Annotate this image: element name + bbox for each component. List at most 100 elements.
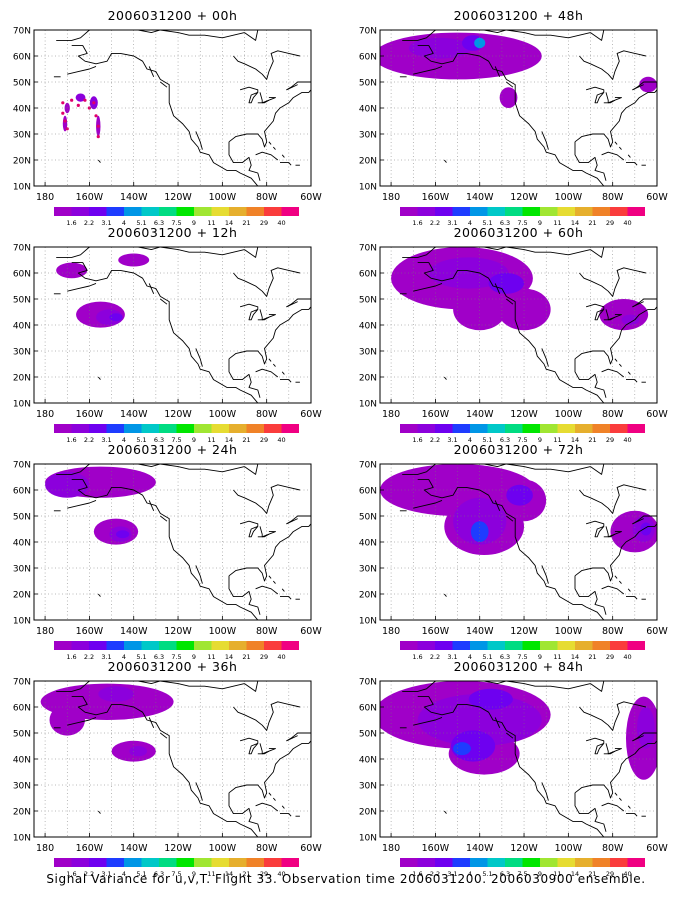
colorbar-swatch bbox=[400, 424, 418, 433]
y-tick-label: 70N bbox=[13, 461, 31, 471]
colorbar-label: 21 bbox=[588, 870, 596, 878]
colorbar-label: 21 bbox=[242, 653, 250, 661]
x-tick-label: 60W bbox=[300, 843, 322, 854]
y-tick-label: 60N bbox=[359, 487, 377, 497]
colorbar-label: 6.3 bbox=[500, 436, 510, 444]
colorbar-label: 9 bbox=[538, 653, 542, 661]
colorbar-label: 1.6 bbox=[66, 870, 76, 878]
coastline-segment bbox=[228, 89, 311, 148]
coastline-segment bbox=[257, 99, 270, 104]
coastline-segment bbox=[603, 750, 616, 755]
colorbar-label: 9 bbox=[192, 436, 196, 444]
colorbar-swatch bbox=[522, 858, 540, 867]
colorbar: 1.6 2.2 3.1 4 5.1 6.3 7.5 9 11 14 21 29 40 bbox=[54, 207, 299, 227]
x-tick-label: 60W bbox=[646, 409, 668, 420]
x-tick-label: 120W bbox=[510, 192, 538, 203]
colorbar-swatch bbox=[610, 207, 628, 216]
colorbar-label: 11 bbox=[207, 870, 215, 878]
coastline-segment bbox=[138, 247, 245, 256]
x-tick-label: 120W bbox=[164, 192, 192, 203]
x-tick-label: 100W bbox=[555, 409, 583, 420]
coastline-segment bbox=[272, 580, 276, 584]
coastline-segment bbox=[280, 162, 292, 166]
coastline-segment bbox=[574, 358, 607, 398]
y-tick-label: 10N bbox=[359, 400, 377, 410]
colorbar-swatch bbox=[246, 858, 264, 867]
colorbar-label: 29 bbox=[606, 653, 614, 661]
colorbar-swatch bbox=[627, 641, 645, 650]
coastline-segment bbox=[257, 750, 270, 755]
map-panel: 2006031200 + 84h 70N 60N 50N 40N 30N 20N 10N 180… bbox=[359, 659, 669, 878]
x-tick-label: 180 bbox=[36, 626, 54, 637]
coastline-segment bbox=[574, 306, 657, 365]
coastline-segment bbox=[402, 681, 436, 692]
coastline-segment bbox=[541, 782, 549, 801]
x-tick-label: 180 bbox=[382, 409, 400, 420]
coastline-segment bbox=[494, 283, 501, 294]
colorbar-label: 14 bbox=[225, 436, 233, 444]
colorbar-label: 4 bbox=[122, 653, 126, 661]
x-tick-label: 160W bbox=[76, 843, 104, 854]
coastline-segment bbox=[148, 283, 155, 294]
x-tick-label: 60W bbox=[300, 409, 322, 420]
colorbar-swatch bbox=[592, 641, 610, 650]
coastline-segment bbox=[579, 484, 647, 514]
panel-title: 2006031200 + 84h bbox=[454, 659, 584, 674]
colorbar-label: 4 bbox=[468, 870, 472, 878]
coastline-segment bbox=[228, 141, 261, 181]
colorbar-swatch bbox=[141, 858, 159, 867]
coastline-segment bbox=[443, 593, 447, 597]
coastline-segment bbox=[484, 247, 591, 256]
colorbar: 1.6 2.2 3.1 4 5.1 6.3 7.5 9 11 14 21 29 40 bbox=[400, 641, 645, 661]
colorbar-label: 29 bbox=[260, 653, 268, 661]
colorbar-swatch bbox=[106, 207, 124, 216]
variance-contour bbox=[408, 37, 471, 59]
colorbar-swatch bbox=[540, 858, 558, 867]
colorbar-label: 9 bbox=[538, 436, 542, 444]
y-tick-label: 50N bbox=[13, 79, 31, 89]
coastline-segment bbox=[626, 162, 638, 166]
variance-contour bbox=[621, 314, 640, 325]
colorbar-label: 29 bbox=[260, 219, 268, 227]
y-tick-label: 60N bbox=[13, 704, 31, 714]
coastline-segment bbox=[443, 159, 447, 163]
y-tick-label: 40N bbox=[13, 105, 31, 115]
x-tick-label: 160W bbox=[422, 192, 450, 203]
variance-contour bbox=[428, 257, 509, 289]
colorbar-swatch bbox=[106, 641, 124, 650]
y-tick-label: 50N bbox=[359, 513, 377, 523]
colorbar-label: 5.1 bbox=[136, 436, 146, 444]
coastline-segment bbox=[618, 580, 622, 584]
x-tick-label: 160W bbox=[422, 626, 450, 637]
panel-title: 2006031200 + 24h bbox=[108, 442, 238, 457]
y-tick-label: 60N bbox=[359, 270, 377, 280]
coastline-segment bbox=[603, 316, 616, 321]
y-tick-label: 30N bbox=[359, 782, 377, 792]
x-tick-label: 140W bbox=[466, 192, 494, 203]
colorbar-label: 7.5 bbox=[171, 653, 181, 661]
coastline-segment bbox=[239, 520, 259, 538]
colorbar-swatch bbox=[452, 858, 470, 867]
observation-marker bbox=[76, 103, 80, 107]
y-tick-label: 60N bbox=[359, 704, 377, 714]
colorbar-swatch bbox=[610, 858, 628, 867]
coastline-segment bbox=[417, 45, 605, 186]
x-tick-label: 60W bbox=[646, 843, 668, 854]
x-tick-label: 180 bbox=[36, 409, 54, 420]
observation-marker bbox=[70, 98, 74, 102]
colorbar-label: 40 bbox=[277, 219, 285, 227]
x-tick-label: 140W bbox=[120, 409, 148, 420]
colorbar-swatch bbox=[176, 641, 194, 650]
colorbar-swatch bbox=[194, 424, 212, 433]
coastline-segment bbox=[601, 368, 625, 378]
colorbar-label: 11 bbox=[207, 219, 215, 227]
x-tick-label: 120W bbox=[164, 843, 192, 854]
coastline-segment bbox=[494, 717, 501, 728]
observation-marker bbox=[96, 124, 100, 128]
colorbar-label: 14 bbox=[225, 219, 233, 227]
y-tick-label: 40N bbox=[13, 756, 31, 766]
colorbar-swatch bbox=[522, 641, 540, 650]
colorbar-swatch bbox=[264, 207, 282, 216]
observation-marker bbox=[61, 101, 65, 105]
